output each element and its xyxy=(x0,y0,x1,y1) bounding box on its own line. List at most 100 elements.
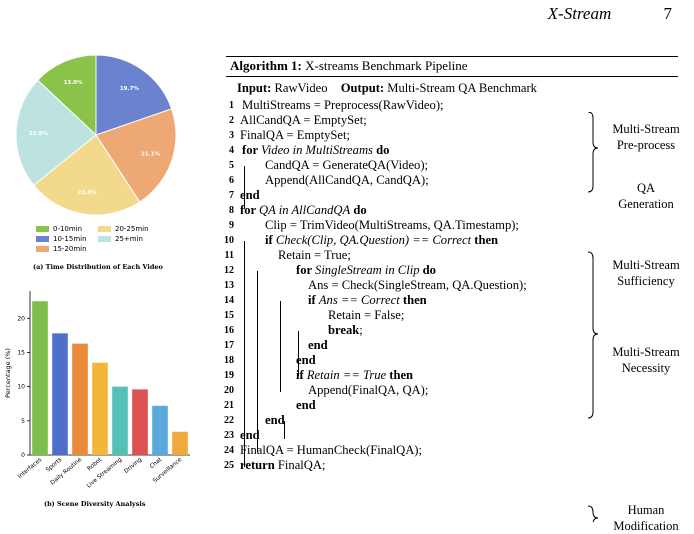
legend-swatch xyxy=(98,226,111,232)
algorithm-line: end xyxy=(265,413,285,427)
algorithm-line: break; xyxy=(328,323,363,337)
algorithm-line: for SingleStream in Clip do xyxy=(296,263,436,277)
pie-slice xyxy=(95,108,177,203)
algorithm-line: if Check(Clip, QA.Question) == Correct t… xyxy=(265,233,499,247)
line-number: 16 xyxy=(224,325,234,336)
algorithm-line: CandQA = GenerateQA(Video); xyxy=(265,158,429,172)
algorithm-line: end xyxy=(240,188,260,202)
x-tick-label: Sports xyxy=(45,457,63,474)
y-tick-label: 10 xyxy=(17,384,25,391)
annotation-necessity: Multi-Stream Necessity xyxy=(612,345,680,375)
x-tick-label: Robot xyxy=(87,456,104,472)
algorithm-line: if Ans == Correct then xyxy=(308,293,427,307)
pie-slice-label: 19.7% xyxy=(120,86,140,92)
algorithm-line: Retain = True; xyxy=(278,248,351,262)
if-block-bar xyxy=(298,331,299,376)
bar xyxy=(32,301,48,455)
algorithm-line: for QA in AllCandQA do xyxy=(240,203,367,217)
algorithm-line: end xyxy=(308,338,328,352)
bar xyxy=(132,389,148,455)
line-number: 21 xyxy=(224,400,234,411)
line-number: 12 xyxy=(224,265,234,276)
legend-item: 0-10min xyxy=(36,225,98,233)
for-block-bar xyxy=(244,241,245,467)
line-number: 14 xyxy=(224,295,234,306)
page-number: 7 xyxy=(663,4,673,23)
algorithm-box: Algorithm 1: X-streams Benchmark Pipelin… xyxy=(226,56,678,77)
algorithm-line: Append(FinalQA, QA); xyxy=(308,383,429,397)
bar xyxy=(152,405,168,455)
bar xyxy=(92,362,108,455)
legend-swatch xyxy=(98,236,111,242)
for-block-bar xyxy=(280,301,281,392)
pie-slice xyxy=(33,134,141,216)
line-number: 10 xyxy=(224,235,234,246)
pie-legend: 0-10min 20-25min 10-15min 25+min 15-20min xyxy=(36,225,168,253)
x-tick-label: Live Streaming xyxy=(86,457,124,490)
x-tick-label: Interfaces xyxy=(17,457,43,480)
line-number: 1 xyxy=(229,100,234,111)
bar xyxy=(72,343,88,455)
annotation-human-modification: Human Modification xyxy=(613,503,679,533)
y-tick-label: 0 xyxy=(21,452,25,459)
for-block-bar xyxy=(244,166,245,209)
line-number: 24 xyxy=(224,445,234,456)
line-number: 17 xyxy=(224,340,234,351)
algorithm-line: Append(AllCandQA, CandQA); xyxy=(265,173,429,187)
legend-label: 25+min xyxy=(115,235,143,243)
line-number: 9 xyxy=(229,220,234,231)
legend-label: 20-25min xyxy=(115,225,149,233)
x-tick-label: Chat xyxy=(149,456,164,470)
pie-slice xyxy=(15,79,97,186)
bar xyxy=(112,386,128,455)
legend-item: 10-15min xyxy=(36,235,98,243)
legend-label: 10-15min xyxy=(53,235,87,243)
legend-label: 15-20min xyxy=(53,245,87,253)
y-tick-label: 20 xyxy=(17,315,25,322)
pie-slice xyxy=(36,54,97,137)
running-title: X-Stream xyxy=(547,4,612,23)
line-number: 19 xyxy=(224,370,234,381)
algorithm-line: Ans = Check(SingleStream, QA.Question); xyxy=(308,278,527,292)
figure-a-caption: (a) Time Distribution of Each Video xyxy=(33,263,163,271)
algorithm-line: FinalQA = EmptySet; xyxy=(240,128,350,142)
page-header: X-Stream 7 xyxy=(548,4,672,24)
algorithm-line: end xyxy=(296,398,316,412)
legend-swatch xyxy=(36,246,49,252)
figure-b-caption: (b) Scene Diversity Analysis xyxy=(44,500,146,508)
legend-item: 25+min xyxy=(98,235,168,243)
braces xyxy=(587,112,599,522)
legend-label: 0-10min xyxy=(53,225,83,233)
algorithm-line: AllCandQA = EmptySet; xyxy=(240,113,367,127)
line-number: 11 xyxy=(224,250,234,261)
algorithm-line: for Video in MultiStreams do xyxy=(242,143,390,157)
y-tick-label: 15 xyxy=(17,350,25,357)
algorithm-line: FinalQA = HumanCheck(FinalQA); xyxy=(240,443,422,457)
line-number: 4 xyxy=(229,145,234,156)
line-number: 18 xyxy=(224,355,234,366)
pie-slice-label: 13.0% xyxy=(64,80,84,86)
legend-swatch xyxy=(36,226,49,232)
algorithm-io: Input: RawVideo Output: Multi-Stream QA … xyxy=(237,81,537,95)
line-number: 22 xyxy=(224,415,234,426)
algorithm-line: if Retain == True then xyxy=(296,368,414,382)
line-number: 25 xyxy=(224,460,234,471)
algorithm-line: MultiStreams = Preprocess(RawVideo); xyxy=(242,98,444,112)
annotation-preprocess: Multi-Stream Pre-process xyxy=(612,122,680,152)
pie-slice-label: 22.8% xyxy=(29,131,49,137)
algorithm-line: Retain = False; xyxy=(328,308,405,322)
line-number: 5 xyxy=(229,160,234,171)
line-number: 20 xyxy=(224,385,234,396)
legend-item: 15-20min xyxy=(36,245,98,253)
pie-slice-label: 21.1% xyxy=(141,152,161,158)
if-block-bar xyxy=(284,421,285,439)
line-number: 6 xyxy=(229,175,234,186)
algorithm-line: Clip = TrimVideo(MultiStreams, QA.Timest… xyxy=(265,218,519,232)
pie-chart: 13.0% 19.7% 21.1% 23.4% 22.8% xyxy=(15,54,177,216)
line-number: 15 xyxy=(224,310,234,321)
line-number: 3 xyxy=(229,130,234,141)
line-number: 23 xyxy=(224,430,234,441)
line-number: 2 xyxy=(229,115,234,126)
algorithm-line: return FinalQA; xyxy=(240,458,326,472)
